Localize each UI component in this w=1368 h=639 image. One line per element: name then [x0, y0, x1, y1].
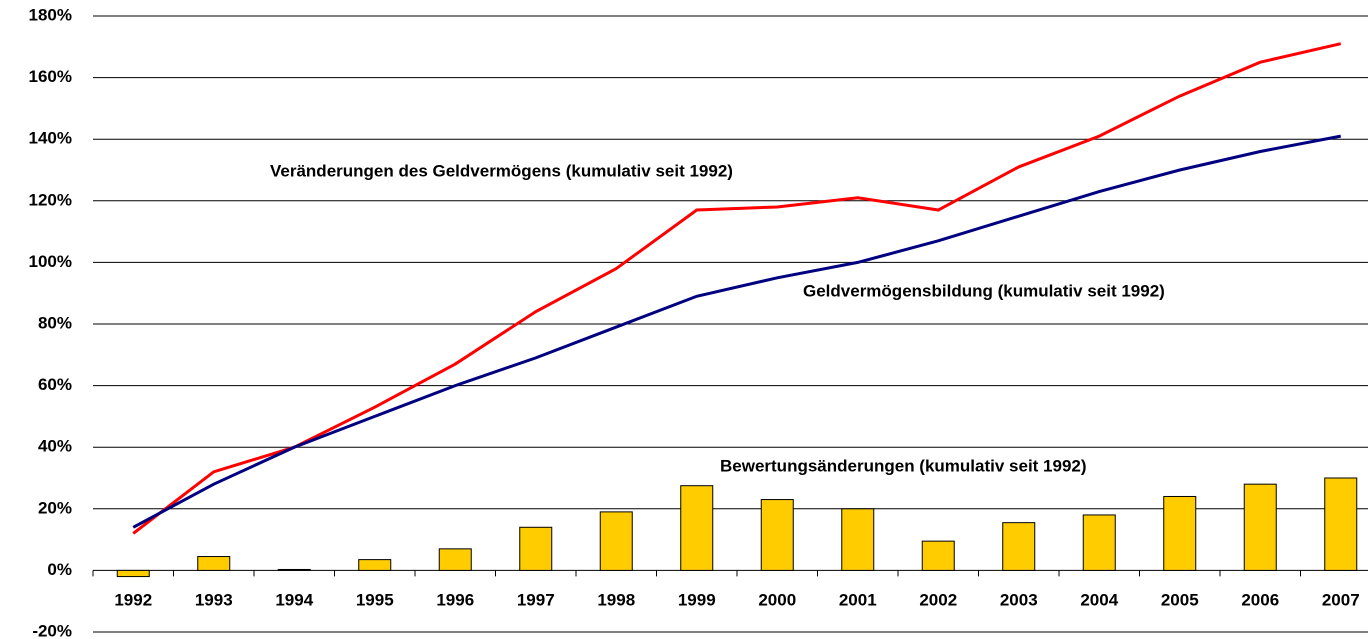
x-tick-label: 2002 [919, 590, 957, 609]
x-tick-label: 2006 [1241, 590, 1279, 609]
y-tick-label: 140% [29, 129, 72, 148]
bar [277, 568, 311, 571]
bar [760, 499, 794, 571]
bar [1243, 483, 1277, 571]
bar [841, 508, 875, 571]
bar [599, 511, 633, 571]
x-tick-label: 1997 [517, 590, 555, 609]
bar [921, 540, 955, 571]
line [132, 42, 1342, 535]
y-tick-label: 160% [29, 67, 72, 86]
bar [519, 526, 553, 571]
bar [358, 559, 392, 571]
y-tick-label: 40% [38, 437, 72, 456]
x-tick-label: 1992 [114, 590, 152, 609]
x-tick-label: 2000 [758, 590, 796, 609]
annotation: Geldvermögensbildung (kumulativ seit 199… [803, 281, 1165, 300]
bar [438, 548, 472, 571]
y-tick-label: 120% [29, 190, 72, 209]
x-tick-label: 2004 [1080, 590, 1118, 609]
y-tick-label: 20% [38, 498, 72, 517]
bar [197, 556, 231, 571]
bar [680, 485, 714, 571]
x-tick-label: 2001 [839, 590, 877, 609]
y-tick-label: 60% [38, 375, 72, 394]
y-tick-label: 0% [47, 560, 72, 579]
x-tick-label: 1999 [678, 590, 716, 609]
x-tick-label: 2003 [1000, 590, 1038, 609]
annotation: Bewertungsänderungen (kumulativ seit 199… [720, 456, 1087, 475]
x-tick-label: 2007 [1322, 590, 1360, 609]
y-tick-label: 80% [38, 313, 72, 332]
x-tick-label: 1995 [356, 590, 394, 609]
y-tick-label: 100% [29, 252, 72, 271]
x-tick-label: 1994 [275, 590, 313, 609]
bar [1002, 522, 1036, 571]
bar [1324, 477, 1358, 571]
bar [1163, 495, 1197, 571]
y-tick-label: 180% [29, 5, 72, 24]
x-tick-label: 1998 [597, 590, 635, 609]
line [132, 134, 1342, 529]
annotation: Veränderungen des Geldvermögens (kumulat… [270, 161, 733, 180]
x-tick-label: 1993 [195, 590, 233, 609]
y-tick-label: -20% [32, 621, 72, 639]
bar [116, 569, 150, 578]
x-tick-label: 2005 [1161, 590, 1199, 609]
bar [1082, 514, 1116, 571]
x-tick-label: 1996 [436, 590, 474, 609]
